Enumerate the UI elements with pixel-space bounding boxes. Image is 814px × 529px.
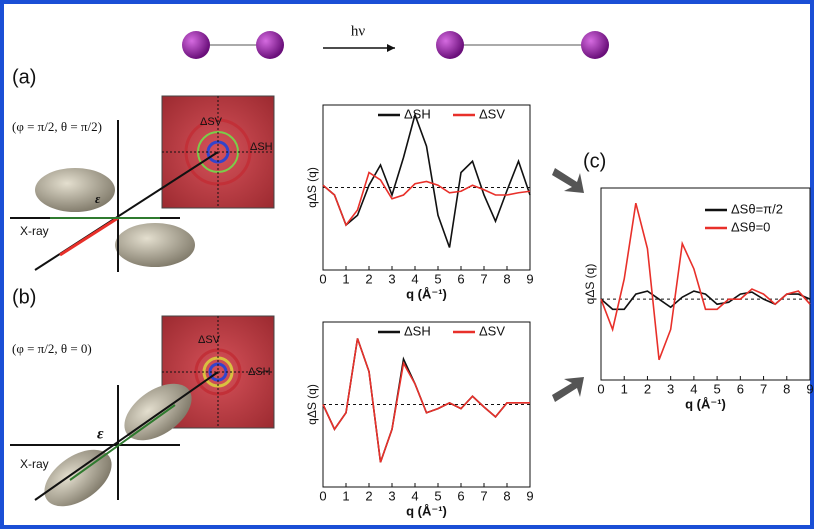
- photon-label: hν: [351, 23, 366, 39]
- xray-label: X-ray: [20, 457, 49, 471]
- x-tick-label: 2: [365, 271, 372, 286]
- x-tick-label: 8: [503, 488, 510, 503]
- x-tick-label: 6: [457, 271, 464, 286]
- x-tick-label: 5: [434, 271, 441, 286]
- legend-label: ΔSθ=π/2: [731, 201, 783, 216]
- x-tick-label: 2: [644, 381, 651, 396]
- x-tick-label: 6: [457, 488, 464, 503]
- x-tick-label: 1: [621, 381, 628, 396]
- image-h-label: ΔSH: [248, 366, 271, 378]
- x-tick-label: 0: [597, 381, 604, 396]
- y-axis-label: qΔS (q): [305, 167, 319, 208]
- x-tick-label: 9: [526, 488, 533, 503]
- legend-label: ΔSθ=0: [731, 219, 770, 234]
- x-tick-label: 1: [342, 488, 349, 503]
- polarization-label: (φ = π/2, θ = 0): [12, 341, 92, 356]
- figure: hν (a) (φ = π/2, θ = π/2) X-ray ε ΔSV ΔS…: [0, 0, 814, 529]
- xray-label: X-ray: [20, 224, 49, 238]
- polarization-label: (φ = π/2, θ = π/2): [12, 119, 102, 134]
- legend-label: ΔSH: [404, 106, 431, 121]
- x-tick-label: 2: [365, 488, 372, 503]
- x-tick-label: 8: [783, 381, 790, 396]
- legend-label: ΔSV: [479, 323, 505, 338]
- legend-label: ΔSV: [479, 106, 505, 121]
- image-v-label: ΔSV: [198, 334, 221, 346]
- x-tick-label: 0: [319, 488, 326, 503]
- x-tick-label: 8: [503, 271, 510, 286]
- x-tick-label: 9: [806, 381, 813, 396]
- epsilon-label: ε: [95, 191, 101, 206]
- x-axis-label: q (Å⁻¹): [406, 286, 447, 301]
- x-tick-label: 6: [737, 381, 744, 396]
- x-tick-label: 7: [480, 271, 487, 286]
- x-tick-label: 3: [388, 271, 395, 286]
- x-tick-label: 7: [480, 488, 487, 503]
- x-tick-label: 3: [388, 488, 395, 503]
- x-tick-label: 5: [434, 488, 441, 503]
- x-axis-label: q (Å⁻¹): [685, 396, 726, 411]
- image-v-label: ΔSV: [200, 116, 223, 128]
- x-tick-label: 4: [411, 271, 418, 286]
- x-tick-label: 0: [319, 271, 326, 286]
- x-tick-label: 7: [760, 381, 767, 396]
- panel-label: (b): [12, 286, 36, 308]
- x-tick-label: 4: [690, 381, 697, 396]
- y-axis-label: qΔS (q): [583, 264, 597, 305]
- x-tick-label: 9: [526, 271, 533, 286]
- x-tick-label: 5: [713, 381, 720, 396]
- y-axis-label: qΔS (q): [305, 384, 319, 425]
- x-tick-label: 3: [667, 381, 674, 396]
- x-tick-label: 4: [411, 488, 418, 503]
- panel-label: (c): [583, 150, 606, 172]
- epsilon-label: ε: [97, 426, 104, 443]
- panel-label: (a): [12, 66, 36, 88]
- image-h-label: ΔSH: [250, 141, 273, 153]
- legend-label: ΔSH: [404, 323, 431, 338]
- x-axis-label: q (Å⁻¹): [406, 503, 447, 518]
- frame: [2, 2, 812, 527]
- x-tick-label: 1: [342, 271, 349, 286]
